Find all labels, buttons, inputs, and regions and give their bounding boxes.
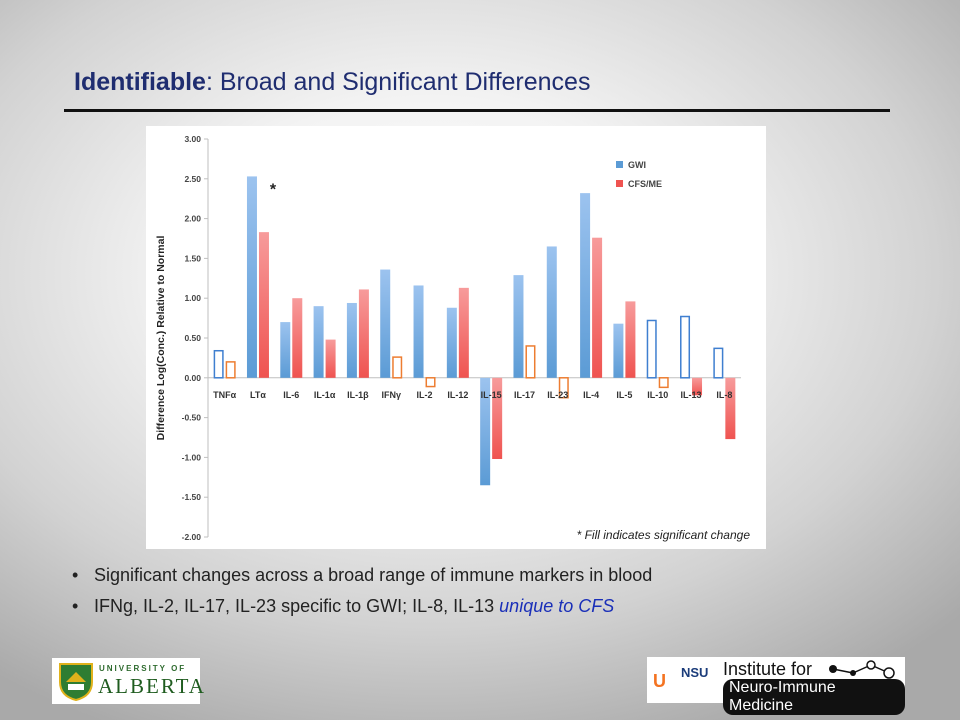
institute-logo-line1: Institute for	[723, 659, 813, 679]
cfs-bar	[658, 377, 669, 389]
nsu-logo: NSU	[681, 665, 709, 680]
slide-title-bold: Identifiable	[74, 68, 206, 96]
y-tick-label: -2.00	[182, 532, 202, 542]
cfs-bar	[692, 377, 703, 396]
x-tick-label: IL-8	[716, 390, 732, 400]
gwi-bar	[380, 269, 391, 378]
bullet-dot: •	[72, 565, 79, 585]
cfs-bar	[492, 377, 503, 459]
x-tick-label: IL-12	[447, 390, 468, 400]
bullet-list: • Significant changes across a broad rang…	[72, 565, 652, 627]
slide-title: Identifiable: Broad and Significant Diff…	[74, 68, 590, 97]
gwi-bar	[213, 349, 224, 379]
x-tick-label: TNFα	[213, 390, 236, 400]
y-tick-label: 0.50	[184, 333, 201, 343]
cfs-bar	[458, 287, 469, 378]
gwi-bar	[480, 377, 491, 486]
legend-label: CFS/ME	[628, 179, 662, 189]
bullet-dot: •	[72, 596, 79, 616]
gwi-bar	[546, 246, 557, 378]
y-tick-label: 1.50	[184, 253, 201, 263]
cfs-bar	[392, 356, 403, 379]
x-tick-label: IL-6	[283, 390, 299, 400]
gwi-bar	[680, 315, 691, 379]
bullet-emphasis: unique to CFS	[499, 596, 615, 616]
legend-label: GWI	[628, 160, 646, 170]
cfs-bar	[625, 301, 636, 378]
x-tick-label: IL-2	[417, 390, 433, 400]
y-tick-label: 2.00	[184, 214, 201, 224]
gwi-bar	[446, 307, 457, 378]
gwi-bar	[346, 302, 357, 378]
cfs-bar	[525, 345, 536, 379]
significance-asterisk: *	[270, 182, 277, 199]
cfs-bar	[292, 298, 303, 378]
x-tick-label: IL-23	[547, 390, 568, 400]
logo-text-university-of: UNIVERSITY OF	[99, 664, 187, 673]
gwi-bar	[313, 306, 324, 378]
logo-text-alberta: ALBERTA	[98, 674, 206, 698]
title-divider	[64, 109, 890, 112]
gwi-bar	[280, 322, 291, 378]
gwi-bar	[646, 319, 657, 379]
y-axis-title: Difference Log(Conc.) Relative to Normal	[155, 236, 167, 441]
gwi-bar	[580, 193, 591, 378]
x-tick-label: IFNγ	[381, 390, 401, 400]
x-tick-label: IL-13	[681, 390, 702, 400]
x-tick-label: IL-1β	[347, 390, 369, 400]
slide-title-rest: : Broad and Significant Differences	[205, 68, 591, 96]
bullet-text: Significant changes across a broad range…	[94, 565, 653, 585]
bullet-text: IFNg, IL-2, IL-17, IL-23 specific to GWI…	[94, 596, 500, 616]
gwi-bar	[246, 176, 257, 378]
y-tick-label: 2.50	[184, 174, 201, 184]
institute-neuro-immune-medicine-logo: U NSU Institute for Neuro-Immune Medicin…	[647, 657, 905, 715]
y-tick-label: 3.00	[184, 134, 201, 144]
cfs-bar	[425, 377, 436, 388]
crest-icon	[59, 663, 93, 702]
gwi-bar	[513, 275, 524, 378]
gwi-bar	[713, 347, 724, 379]
y-tick-label: 1.00	[184, 293, 201, 303]
cfs-bar	[725, 377, 736, 440]
cfs-bar	[225, 361, 236, 379]
legend-swatch	[616, 161, 623, 168]
chart-panel: 3.00 2.50 2.00 1.50 1.00 0.50 0.00 -0.50 -1.00 -1…	[146, 126, 766, 549]
chart-footnote: * Fill indicates significant change	[576, 528, 750, 542]
gwi-bar	[413, 285, 424, 378]
institute-logo-line2: Neuro-Immune Medicine	[723, 679, 905, 715]
x-tick-label: IL-15	[481, 390, 502, 400]
gwi-bar	[613, 323, 624, 378]
y-tick-label: -1.50	[182, 492, 202, 502]
bullet-item: • IFNg, IL-2, IL-17, IL-23 specific to GW…	[72, 596, 652, 617]
x-tick-label: LTα	[250, 390, 266, 400]
x-tick-label: IL-5	[616, 390, 632, 400]
y-tick-label: 0.00	[184, 373, 201, 383]
x-tick-label: IL-17	[514, 390, 535, 400]
bullet-item: • Significant changes across a broad rang…	[72, 565, 652, 586]
cfs-bar	[592, 237, 603, 378]
y-tick-label: -1.00	[182, 452, 202, 462]
cfs-bar	[358, 289, 369, 378]
bar-chart: 3.00 2.50 2.00 1.50 1.00 0.50 0.00 -0.50 -1.00 -1…	[155, 134, 741, 542]
x-tick-label: IL-4	[583, 390, 599, 400]
cfs-bar	[558, 377, 569, 399]
legend-swatch	[616, 180, 623, 187]
cfs-bar	[325, 339, 336, 378]
university-of-alberta-logo: UNIVERSITY OF ALBERTA	[52, 658, 204, 704]
y-tick-label: -0.50	[182, 413, 202, 423]
x-tick-label: IL-1α	[314, 390, 336, 400]
network-nodes-icon	[829, 660, 895, 679]
cfs-bar	[258, 232, 269, 378]
miami-u-logo: U	[653, 671, 666, 691]
x-tick-label: IL-10	[647, 390, 668, 400]
